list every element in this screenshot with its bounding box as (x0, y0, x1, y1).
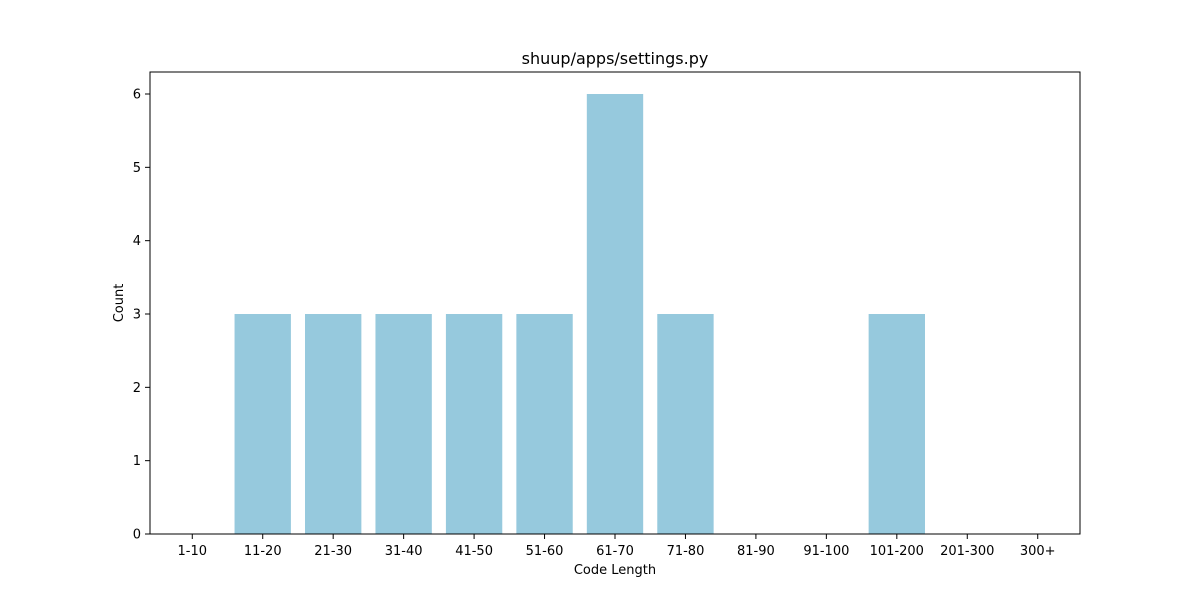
y-tick-label: 5 (133, 161, 141, 176)
y-axis: 0 1 2 3 4 5 6 (133, 88, 150, 543)
y-tick-label: 4 (133, 234, 141, 249)
x-tick-label: 91-100 (803, 544, 849, 559)
chart-title: shuup/apps/settings.py (522, 49, 709, 68)
y-tick-label: 0 (133, 528, 141, 543)
y-tick-label: 3 (133, 308, 141, 323)
y-tick-label: 2 (133, 381, 141, 396)
bars-group (234, 94, 925, 534)
x-tick-label: 11-20 (244, 544, 282, 559)
x-tick-label: 201-300 (940, 544, 994, 559)
bar-11-20 (234, 314, 291, 534)
y-tick-label: 6 (133, 88, 141, 103)
x-axis-label: Code Length (574, 563, 656, 578)
x-tick-label: 101-200 (870, 544, 924, 559)
x-tick-label: 51-60 (526, 544, 564, 559)
x-tick-label: 41-50 (455, 544, 493, 559)
bar-101-200 (868, 314, 925, 534)
x-tick-label: 21-30 (314, 544, 352, 559)
bar-71-80 (657, 314, 714, 534)
bar-41-50 (445, 314, 503, 534)
bar-51-60 (516, 314, 573, 534)
y-tick-label: 1 (133, 454, 141, 469)
x-tick-label: 71-80 (667, 544, 705, 559)
x-tick-label: 81-90 (737, 544, 775, 559)
x-tick-label: 300+ (1020, 544, 1056, 559)
x-tick-label: 1-10 (178, 544, 208, 559)
x-tick-label: 31-40 (385, 544, 423, 559)
bar-61-70 (586, 94, 644, 534)
bar-21-30 (305, 314, 362, 534)
y-axis-label: Count (112, 284, 127, 323)
x-tick-label: 61-70 (596, 544, 634, 559)
x-axis: 1-10 11-20 21-30 31-40 41-50 51-60 61-70 71-80 8… (178, 534, 1056, 559)
bar-31-40 (375, 314, 432, 534)
